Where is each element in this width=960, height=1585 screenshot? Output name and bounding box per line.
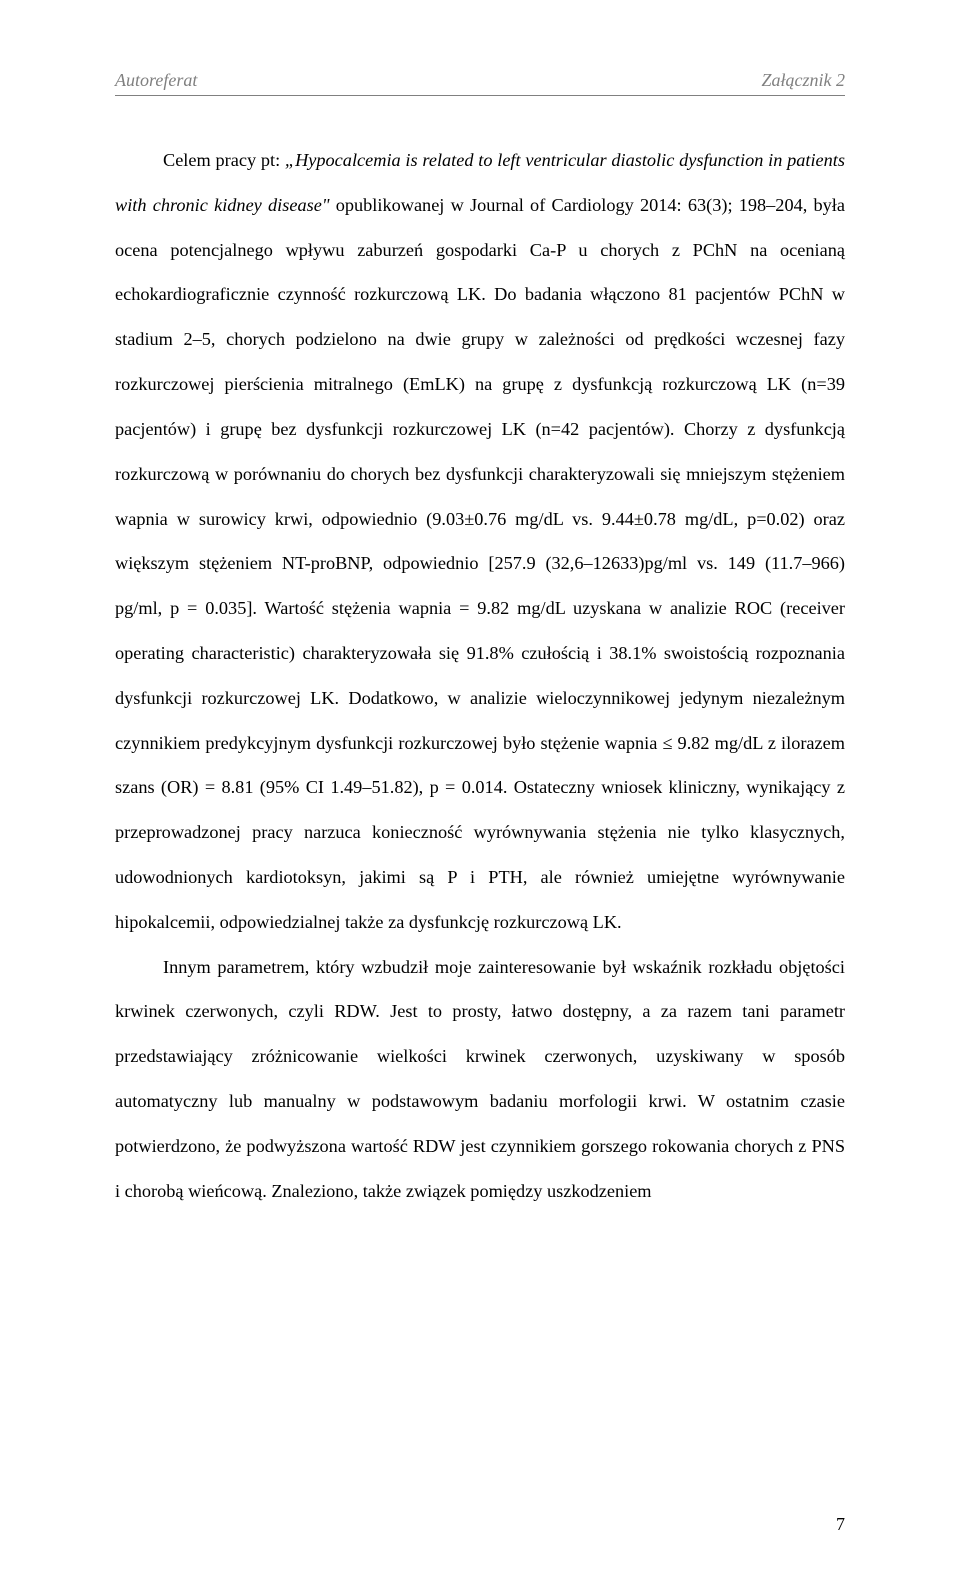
p1-rest: opublikowanej w Journal of Cardiology 20… — [115, 195, 845, 932]
document-body: Celem pracy pt: „Hypocalcemia is related… — [115, 138, 845, 1214]
page-number: 7 — [836, 1514, 845, 1535]
page-header: Autoreferat Załącznik 2 — [115, 70, 845, 96]
paragraph-2: Innym parametrem, który wzbudził moje za… — [115, 945, 845, 1214]
p1-lead: Celem pracy pt: — [163, 150, 285, 170]
header-left: Autoreferat — [115, 70, 197, 91]
paragraph-1: Celem pracy pt: „Hypocalcemia is related… — [115, 138, 845, 945]
header-right: Załącznik 2 — [762, 70, 846, 91]
